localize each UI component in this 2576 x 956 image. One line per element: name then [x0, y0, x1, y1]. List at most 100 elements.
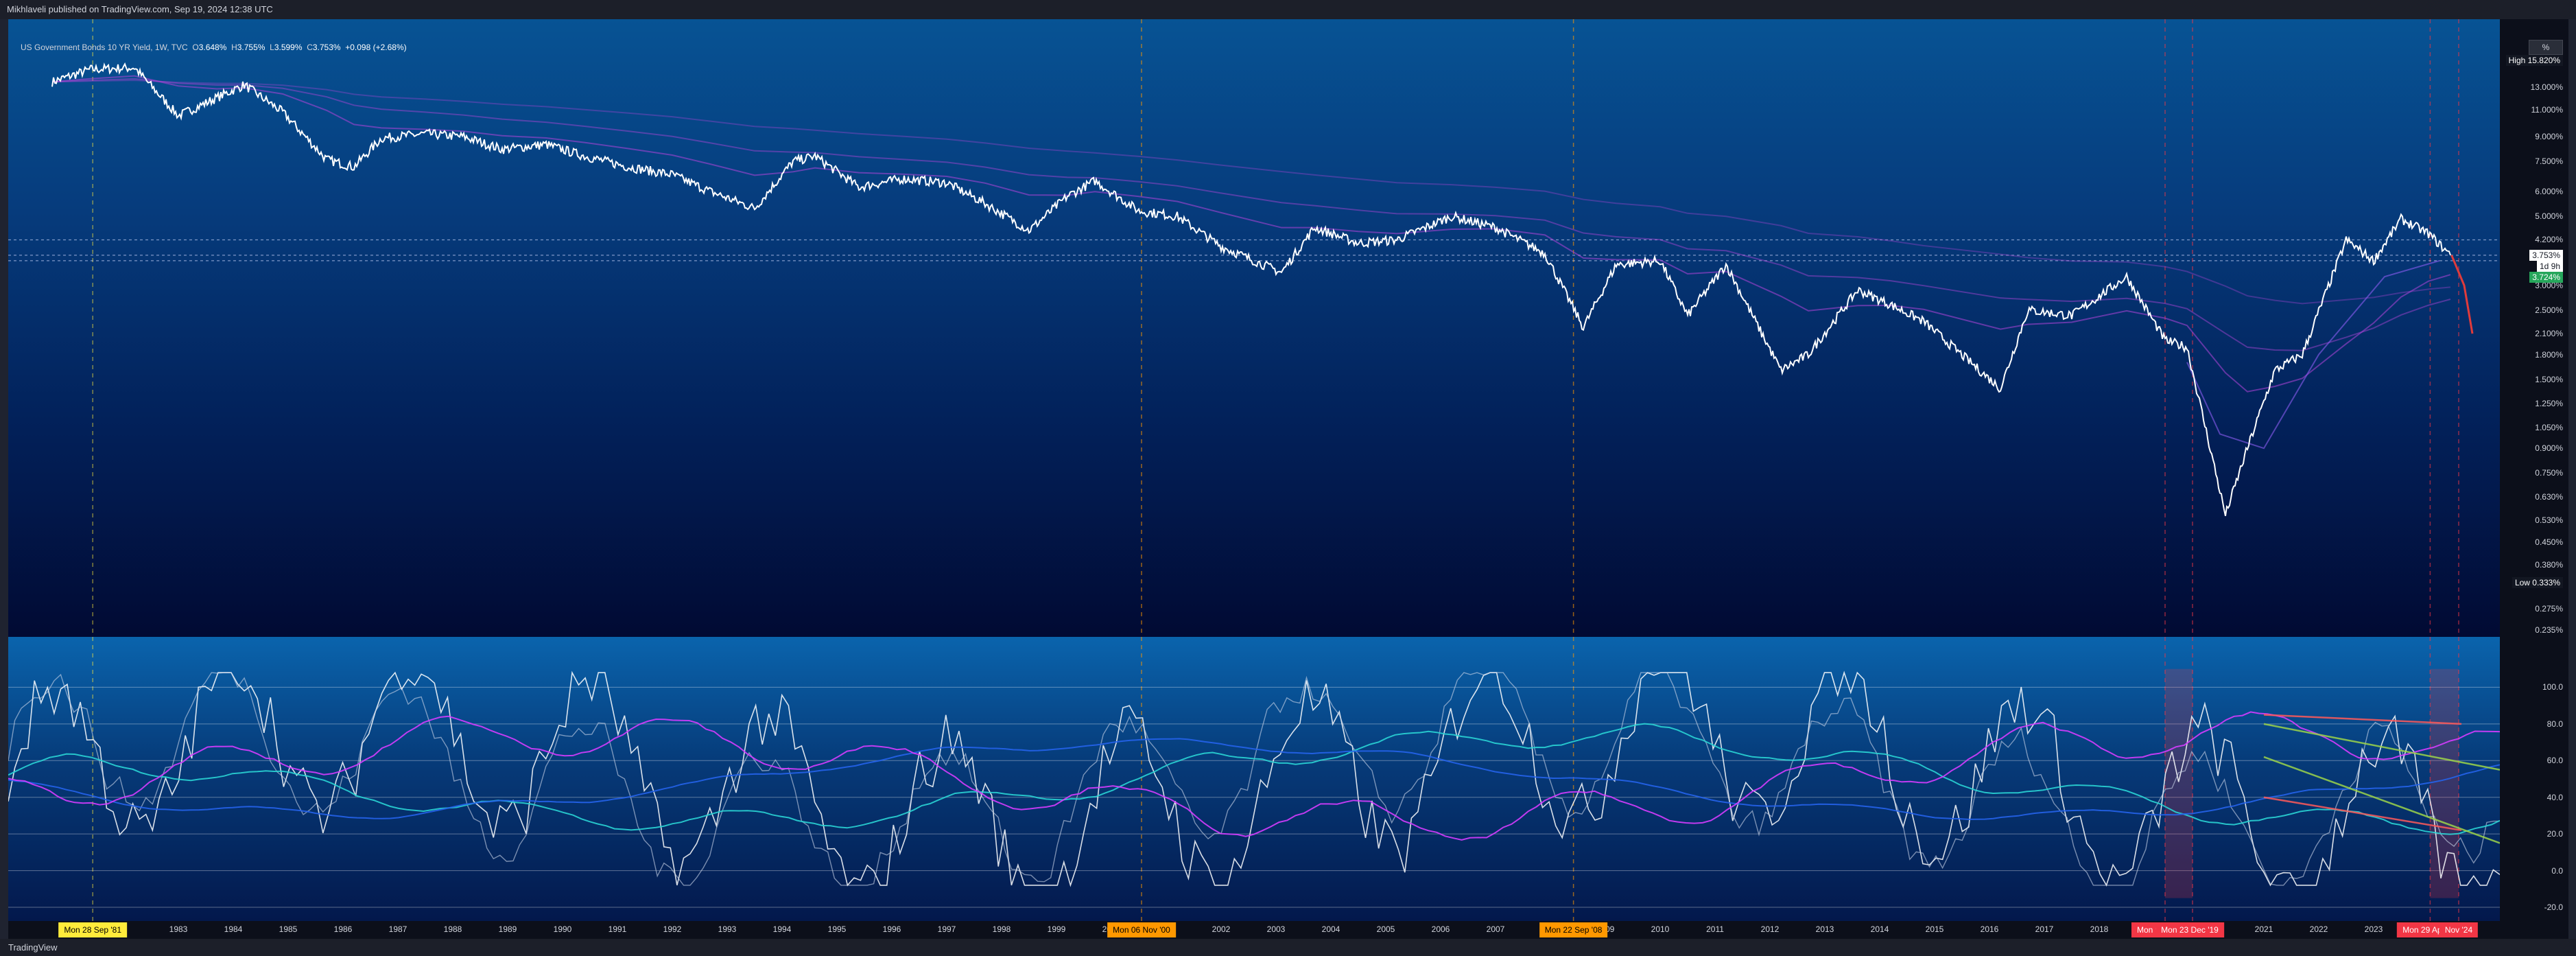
low-value: 3.599%	[274, 43, 303, 52]
price-tick-label: 9.000%	[2535, 132, 2563, 142]
time-tick-label: 2006	[1431, 924, 1450, 934]
time-tick-label: 1999	[1047, 924, 1066, 934]
time-tick-label: 1995	[827, 924, 847, 934]
price-tick-label: 13.000%	[2530, 82, 2563, 92]
osc-stoch-line	[8, 671, 2500, 887]
change-value: +0.098 (+2.68%)	[345, 43, 407, 52]
price-tick-label: 1.250%	[2535, 399, 2563, 409]
price-tick-label: 0.235%	[2535, 625, 2563, 635]
time-tick-label: 2011	[1706, 924, 1724, 934]
time-tick-label: 1990	[553, 924, 572, 934]
date-marker-tag: Mon 06 Nov '00	[1107, 922, 1176, 937]
time-tick-label: 1985	[279, 924, 298, 934]
symbol-legend[interactable]: US Government Bonds 10 YR Yield, 1W, TVC…	[21, 43, 407, 52]
ema-ribbon-line	[51, 79, 2451, 305]
date-marker-tag: Mon 28 Sep '81	[58, 922, 128, 937]
time-tick-label: 2022	[2309, 924, 2328, 934]
price-tick-label: 2.500%	[2535, 305, 2563, 315]
last-price-tag: 3.753%	[2529, 249, 2563, 261]
osc-cyan-line	[8, 723, 2500, 835]
time-tick-label: 2012	[1760, 924, 1780, 934]
price-tick-label: 0.750%	[2535, 468, 2563, 478]
time-tick-label: 2007	[1486, 924, 1505, 934]
trend-band-line	[2263, 723, 2500, 771]
price-tick-label: 0.900%	[2535, 443, 2563, 454]
price-tick-label: 0.275%	[2535, 604, 2563, 614]
ema-ribbon-line	[51, 78, 2451, 351]
time-tick-label: 1988	[443, 924, 462, 934]
publish-bar: Mikhlaveli published on TradingView.com,…	[0, 0, 2576, 19]
price-chart	[8, 19, 2500, 637]
osc-tick-label: 20.0	[2547, 829, 2563, 839]
secondary-price-tag: 3.724%	[2529, 271, 2563, 283]
time-tick-label: 2023	[2364, 924, 2383, 934]
price-tick-label: 0.530%	[2535, 515, 2563, 525]
price-tick-label: 0.630%	[2535, 491, 2563, 502]
osc-blue-line	[8, 738, 2500, 820]
osc-tick-label: 0.0	[2551, 865, 2563, 876]
time-tick-label: 2005	[1376, 924, 1395, 934]
osc-stoch-signal	[8, 672, 2500, 886]
price-line	[51, 62, 2451, 517]
high-tag: High 15.820%	[2505, 55, 2563, 66]
time-tick-label: 1987	[388, 924, 407, 934]
time-tick-label: 2021	[2254, 924, 2273, 934]
osc-tick-label: 40.0	[2547, 792, 2563, 802]
date-marker-tag: Mon 22 Sep '08	[1539, 922, 1608, 937]
oscillator-chart	[8, 637, 2500, 921]
trend-band-line	[2263, 796, 2462, 832]
time-tick-label: 1986	[333, 924, 353, 934]
time-tick-label: 2004	[1321, 924, 1340, 934]
price-pane[interactable]: US Government Bonds 10 YR Yield, 1W, TVC…	[8, 19, 2500, 637]
time-tick-label: 1997	[937, 924, 956, 934]
price-tick-label: 0.380%	[2535, 560, 2563, 570]
time-tick-label: 2017	[2035, 924, 2054, 934]
footer-bar: TradingView	[0, 939, 2576, 956]
time-tick-label: 1991	[608, 924, 627, 934]
time-tick-label: 1996	[882, 924, 901, 934]
time-tick-label: 2014	[1870, 924, 1889, 934]
time-tick-label: 2016	[1980, 924, 1999, 934]
price-tick-label: 3.000%	[2535, 280, 2563, 290]
time-tick-label: 2013	[1815, 924, 1834, 934]
time-tick-label: 1993	[718, 924, 737, 934]
osc-tick-label: 100.0	[2542, 682, 2563, 692]
oscillator-pane[interactable]	[8, 637, 2500, 921]
osc-tick-label: 80.0	[2547, 719, 2563, 729]
price-scale[interactable]: % 15.820%13.000%11.000%9.000%7.500%6.000…	[2500, 19, 2568, 921]
time-tick-label: 2015	[1925, 924, 1944, 934]
time-tick-label: 1994	[772, 924, 792, 934]
trend-band-line	[2263, 756, 2500, 844]
price-tick-label: 1.800%	[2535, 349, 2563, 360]
highlight-region	[2430, 668, 2459, 898]
time-tick-label: 1992	[663, 924, 682, 934]
percent-scale-button[interactable]: %	[2529, 40, 2563, 55]
trend-band-line	[2263, 714, 2462, 725]
tradingview-logo: TradingView	[8, 942, 58, 953]
price-tick-label: 1.050%	[2535, 422, 2563, 432]
time-tick-label: 1983	[169, 924, 188, 934]
time-tick-label: 1989	[498, 924, 517, 934]
ema-ribbon-line	[51, 75, 2451, 393]
osc-tick-label: -20.0	[2544, 902, 2563, 912]
projection-line	[2450, 255, 2474, 334]
publish-info: Mikhlaveli published on TradingView.com,…	[7, 4, 273, 14]
price-tick-label: 11.000%	[2531, 104, 2563, 115]
time-axis[interactable]: 1981198319841985198619871988198919901991…	[8, 921, 2568, 939]
highlight-region	[2165, 668, 2193, 898]
price-tick-label: 0.450%	[2535, 537, 2563, 547]
time-tick-label: 1998	[992, 924, 1011, 934]
timeframe-tag: 1d 9h	[2536, 260, 2563, 272]
high-value: 3.755%	[237, 43, 265, 52]
symbol-title: US Government Bonds 10 YR Yield, 1W, TVC	[21, 43, 188, 52]
time-tick-label: 1984	[224, 924, 243, 934]
osc-tick-label: 60.0	[2547, 756, 2563, 766]
ema-ribbon-line	[2186, 259, 2440, 450]
low-tag: Low 0.333%	[2512, 577, 2563, 589]
open-value: 3.648%	[198, 43, 227, 52]
price-tick-label: 1.500%	[2535, 374, 2563, 384]
close-value: 3.753%	[312, 43, 341, 52]
time-tick-label: 2010	[1651, 924, 1670, 934]
price-tick-label: 4.200%	[2535, 235, 2563, 245]
price-tick-label: 5.000%	[2535, 211, 2563, 222]
